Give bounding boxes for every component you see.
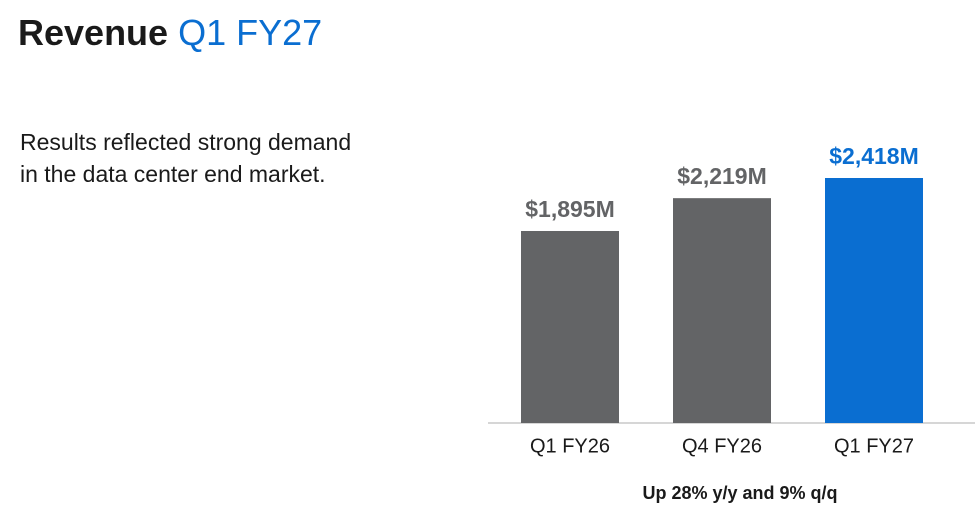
body-text: Results reflected strong demand in the d… [20,126,351,190]
annotation: Up 28% y/y and 9% q/q [642,483,837,503]
value-label: $1,895M [525,196,615,222]
value-label: $2,219M [677,163,767,189]
title-period: Q1 FY27 [178,12,323,53]
value-label: $2,418M [829,143,919,169]
x-tick-label: Q1 FY26 [530,435,610,457]
title: Revenue Q1 FY27 [18,12,322,54]
body-line: in the data center end market. [20,161,326,187]
title-main: Revenue [18,12,169,53]
bar [521,230,619,423]
x-tick-label: Q1 FY27 [834,435,914,457]
bar [673,198,771,423]
x-tick-label: Q4 FY26 [682,435,762,457]
bar [825,178,923,423]
body-line: Results reflected strong demand [20,129,352,155]
